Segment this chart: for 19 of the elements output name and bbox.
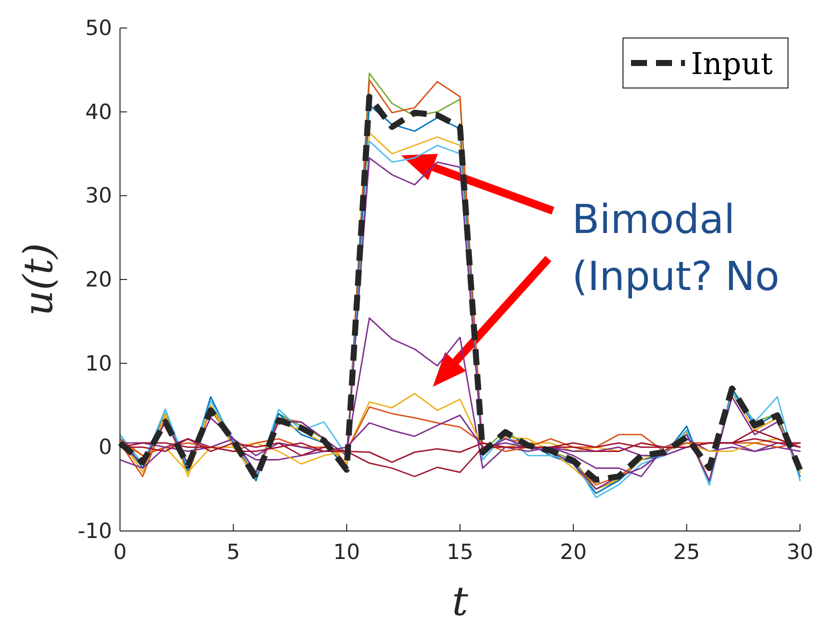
x-tick-label: 10 bbox=[333, 540, 360, 564]
x-axis-title: t bbox=[452, 579, 469, 623]
x-tick-label: 25 bbox=[673, 540, 700, 564]
y-tick-label: 40 bbox=[85, 100, 112, 124]
x-tick-label: 15 bbox=[446, 540, 474, 564]
x-tick-label: 20 bbox=[560, 540, 587, 564]
annotation: (Input? No bbox=[572, 254, 780, 300]
y-tick-label: 20 bbox=[85, 268, 112, 292]
y-tick-label: 50 bbox=[85, 16, 112, 40]
x-tick-label: 30 bbox=[786, 540, 814, 564]
annotation: Bimodal bbox=[572, 197, 736, 243]
x-tick-label: 5 bbox=[226, 540, 240, 564]
legend-label: Input bbox=[691, 47, 773, 82]
y-tick-label: 0 bbox=[98, 435, 112, 460]
x-tick-label: 0 bbox=[113, 540, 127, 564]
y-tick-label: 30 bbox=[85, 184, 112, 208]
y-tick-label: 10 bbox=[85, 351, 112, 376]
y-tick-label: -10 bbox=[78, 519, 112, 543]
y-axis-title: u(t) bbox=[16, 242, 62, 316]
